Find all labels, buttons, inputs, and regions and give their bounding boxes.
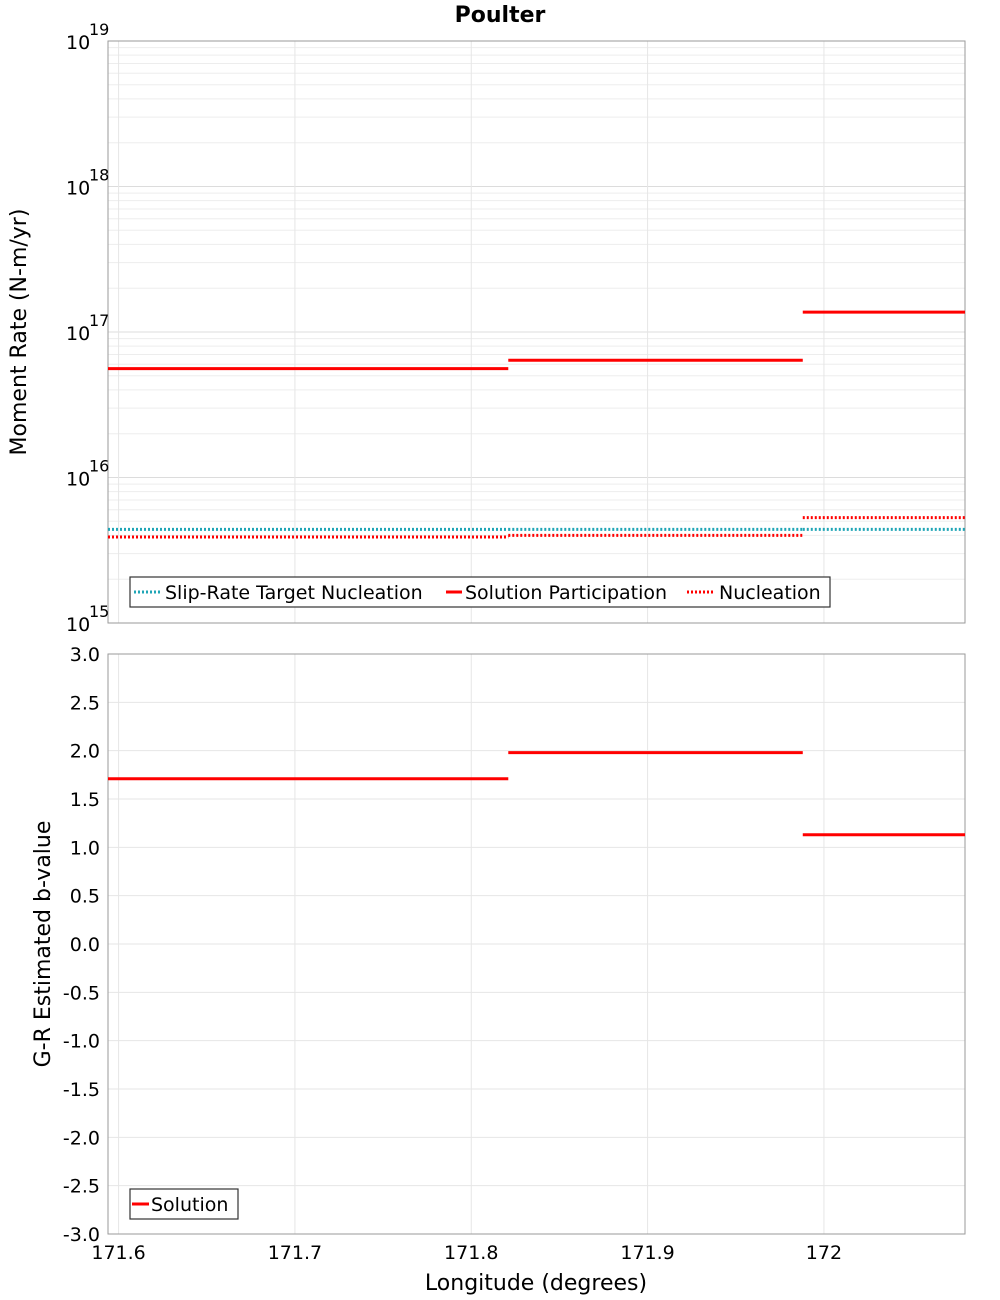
bottom-y-tick-label: -1.0 xyxy=(63,1031,100,1053)
bottom-y-axis-label: G-R Estimated b-value xyxy=(31,821,56,1068)
top-y-axis-label: Moment Rate (N-m/yr) xyxy=(7,209,32,456)
bottom-legend: Solution xyxy=(129,1188,239,1220)
top-y-tick-exponent: 15 xyxy=(89,602,109,621)
legend-label-nucleation: Nucleation xyxy=(719,582,821,604)
bottom-y-tick-label: -2.0 xyxy=(63,1127,100,1149)
top-legend: Slip-Rate Target Nucleation Solution Par… xyxy=(129,576,831,608)
legend-label-solution: Solution xyxy=(151,1194,228,1216)
legend-label-solution-participation: Solution Participation xyxy=(465,582,667,604)
chart-title: Poulter xyxy=(455,3,546,28)
top-y-tick-base: 10 xyxy=(66,323,90,345)
top-legend-box xyxy=(129,576,831,608)
bottom-y-tick-label: 0.5 xyxy=(70,886,100,908)
bottom-y-tick-label: 0.0 xyxy=(70,934,100,956)
top-panel-grid xyxy=(108,41,965,624)
bottom-y-tick-label: 1.0 xyxy=(70,837,100,859)
bottom-panel-grid xyxy=(108,653,965,1235)
bottom-legend-box xyxy=(129,1188,239,1220)
top-y-tick-base: 10 xyxy=(66,614,90,636)
bottom-panel-series xyxy=(108,751,965,837)
x-tick-label: 171.7 xyxy=(268,1242,322,1264)
top-y-tick-exponent: 18 xyxy=(89,166,109,185)
bottom-y-tick-label: 3.0 xyxy=(70,644,100,666)
top-y-tick-base: 10 xyxy=(66,178,90,200)
top-y-tick-exponent: 17 xyxy=(89,311,109,330)
top-y-tick-base: 10 xyxy=(66,32,90,54)
bottom-x-ticks: 171.6 171.7 171.8 171.9 172 xyxy=(91,1242,842,1264)
bottom-y-tick-label: 1.5 xyxy=(70,789,100,811)
top-y-tick-base: 10 xyxy=(66,469,90,491)
x-tick-label: 171.9 xyxy=(620,1242,674,1264)
legend-label-slip-rate: Slip-Rate Target Nucleation xyxy=(165,582,423,604)
x-tick-label: 171.8 xyxy=(444,1242,498,1264)
top-plot-frame xyxy=(107,40,966,624)
x-tick-label: 171.6 xyxy=(91,1242,145,1264)
bottom-y-tick-label: 2.5 xyxy=(70,692,100,714)
bottom-y-tick-label: -2.5 xyxy=(63,1176,100,1198)
bottom-plot-frame xyxy=(107,653,966,1235)
top-y-tick-exponent: 16 xyxy=(89,457,109,476)
top-y-tick-exponent: 19 xyxy=(89,20,109,39)
top-panel-series xyxy=(108,310,965,539)
x-axis-label: Longitude (degrees) xyxy=(425,1271,647,1296)
bottom-y-tick-label: -0.5 xyxy=(63,982,100,1004)
bottom-y-tick-label: -3.0 xyxy=(63,1224,100,1246)
bottom-y-ticks: -3.0 -2.5 -2.0 -1.5 -1.0 -0.5 0.0 0.5 1.0 1.5 2.0 2… xyxy=(63,644,100,1246)
bottom-y-tick-label: -1.5 xyxy=(63,1079,100,1101)
x-tick-label: 172 xyxy=(806,1242,842,1264)
bottom-y-tick-label: 2.0 xyxy=(70,741,100,763)
